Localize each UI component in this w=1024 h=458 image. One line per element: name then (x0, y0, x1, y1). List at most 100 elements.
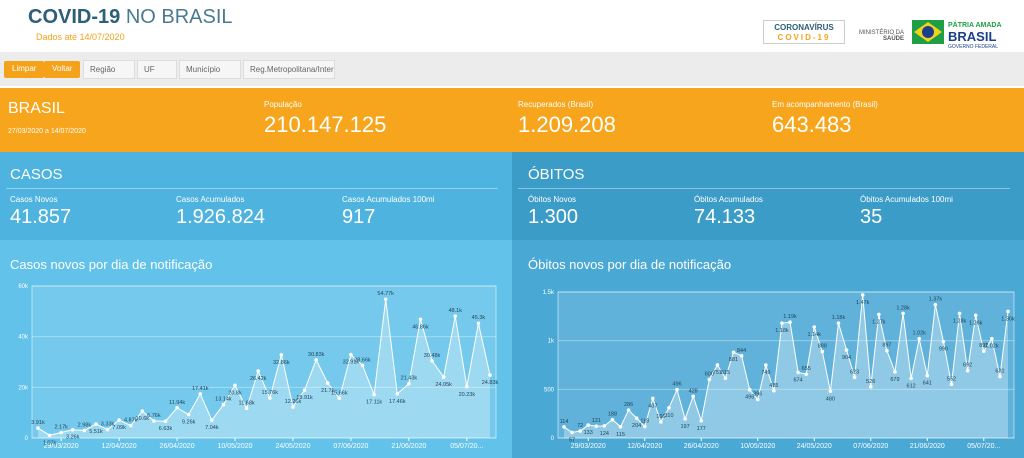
data-label: 188 (608, 412, 617, 418)
point (233, 383, 237, 388)
point (175, 405, 179, 410)
data-label: 1.27k (872, 319, 886, 325)
point (198, 392, 203, 396)
point (128, 423, 133, 428)
date: Dados até 14/07/2020 (36, 32, 125, 42)
x-tick-label: 24/05/2020 (275, 443, 310, 450)
data-label: 57 (569, 437, 575, 443)
point (715, 363, 720, 367)
point (957, 311, 962, 316)
data-label: 1.02k (912, 331, 926, 337)
point (47, 433, 52, 438)
data-label: 1.30k (1001, 316, 1015, 322)
data-label: 496 (672, 382, 681, 388)
x-tick-label: 12/04/2020 (102, 443, 137, 450)
point (667, 406, 671, 410)
point (933, 302, 938, 307)
plot-area (557, 291, 1015, 439)
point (105, 427, 110, 432)
data-label: 24.83k (482, 380, 499, 386)
data-label: 526 (866, 379, 875, 385)
point (476, 321, 481, 326)
ministry: MINISTÉRIO DA SAÚDE (858, 30, 904, 42)
x-tick-label: 29/03/2020 (44, 443, 79, 450)
point (812, 325, 817, 329)
data-label: 12.26k (285, 399, 302, 405)
title-rest: NO BRASIL (125, 6, 233, 28)
point (764, 363, 768, 367)
x-tick-label: 24/05/2020 (797, 443, 832, 450)
data-label: 72 (577, 423, 583, 429)
data-label: 480 (826, 396, 835, 402)
cases-panel: CASOS Casos Novos 41.857 Casos Acumulados… (0, 152, 512, 240)
data-label: 133 (584, 430, 593, 436)
data-label: 30.48k (424, 353, 441, 359)
point (337, 396, 342, 401)
point (739, 354, 744, 358)
filter-field[interactable]: Município (179, 60, 241, 79)
data-label: 17.46k (389, 399, 406, 405)
data-label: 118 (640, 419, 649, 425)
data-label: 485 (769, 383, 778, 389)
data-label: 1.47k (856, 300, 870, 306)
y-tick-label: 0 (551, 436, 555, 442)
data-label: 7.04k (205, 425, 219, 431)
data-label: 844 (737, 348, 746, 354)
point (36, 426, 40, 430)
filter-field[interactable]: UF (137, 60, 177, 79)
x-tick-label: 26/04/2020 (684, 443, 719, 450)
point (941, 339, 946, 344)
data-label: 11.68k (239, 400, 255, 406)
data-label: 15.76k (262, 390, 279, 396)
area (564, 294, 1008, 438)
data-label: 600 (705, 372, 714, 378)
data-label: 15.66k (331, 390, 348, 396)
back-button[interactable]: Voltar (44, 61, 81, 78)
point (780, 321, 784, 325)
data-label: 48.1k (448, 308, 462, 314)
data-label: 1.26k (969, 320, 983, 326)
data-label: 749 (761, 370, 770, 376)
data-label: 679 (890, 377, 899, 383)
data-label: 1.18k (775, 328, 789, 334)
stat-value: 1.926.824 (176, 206, 265, 228)
x-tick-label: 10/05/2020 (218, 443, 253, 450)
data-label: 21.7k (321, 388, 335, 394)
stat-label: Óbitos Acumulados (694, 195, 763, 204)
point (349, 352, 353, 357)
data-label: 166 (656, 414, 665, 420)
divider (518, 188, 1010, 189)
stat-value: 1.300 (528, 206, 579, 228)
data-label: 13.14k (215, 397, 232, 403)
data-label: 1.28k (896, 305, 910, 311)
stat-label: Casos Novos (10, 195, 58, 204)
point (186, 412, 191, 417)
point (210, 418, 214, 422)
x-tick-label: 10/05/2020 (740, 443, 775, 450)
data-label: 46.86k (412, 324, 429, 330)
clear-button[interactable]: Limpar (4, 61, 45, 78)
data-label: 26.42k (250, 376, 267, 382)
filter-field[interactable]: Região (83, 60, 135, 79)
data-label: 28.66k (354, 357, 371, 363)
filter-field[interactable]: Reg.Metropolitana/Interi... (243, 60, 335, 79)
point (675, 387, 679, 392)
stat-value: 35 (860, 206, 883, 228)
point (221, 402, 226, 407)
point (820, 349, 825, 354)
data-label: 197 (680, 424, 689, 430)
point (610, 417, 615, 422)
data-label: 2.17k (54, 425, 68, 431)
stat-value: 41.857 (10, 206, 72, 228)
stat-value: 1.209.208 (518, 112, 616, 137)
chart-title: Óbitos novos por dia de notificação (528, 257, 731, 272)
point (860, 293, 865, 297)
point (418, 317, 423, 322)
point (163, 419, 168, 424)
data-label: 1.14k (808, 332, 822, 338)
data-label: 1.37k (929, 297, 943, 303)
point (998, 374, 1002, 379)
data-label: 3.26k (66, 435, 80, 441)
summary-band: BRASIL 27/03/2020 a 14/07/2020 População… (0, 88, 1024, 152)
logo-text: CORONAVÍRUS (774, 23, 834, 32)
